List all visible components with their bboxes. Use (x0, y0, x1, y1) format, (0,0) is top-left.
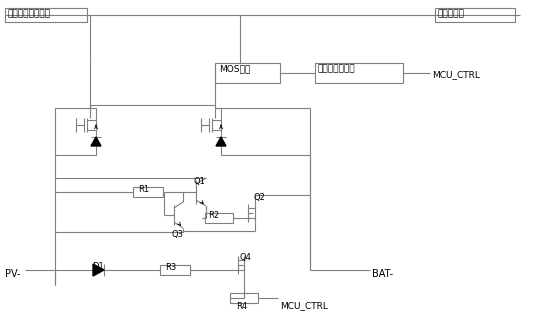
Text: MOS驱动: MOS驱动 (219, 64, 250, 73)
Text: R2: R2 (208, 211, 219, 220)
Polygon shape (91, 137, 101, 146)
Text: Q2: Q2 (253, 193, 265, 202)
Text: 太阳能电池板正极: 太阳能电池板正极 (8, 9, 51, 18)
Text: R3: R3 (165, 263, 176, 272)
Text: D1: D1 (92, 262, 104, 271)
Bar (435, 8, 515, 22)
Text: PV-: PV- (5, 269, 21, 279)
Bar (315, 63, 403, 83)
Text: Q1: Q1 (193, 177, 205, 186)
Polygon shape (93, 264, 104, 276)
Text: MCU_CTRL: MCU_CTRL (280, 301, 328, 310)
Text: 蓄电池正极: 蓄电池正极 (437, 9, 464, 18)
Text: 单片机控制单元: 单片机控制单元 (318, 64, 355, 73)
Text: R1: R1 (138, 185, 149, 194)
Text: R4: R4 (236, 302, 247, 311)
Text: MCU_CTRL: MCU_CTRL (432, 70, 480, 79)
Text: Q4: Q4 (240, 253, 252, 262)
Bar (5, 8, 87, 22)
Bar (160, 265, 190, 275)
Bar (133, 187, 163, 197)
Bar (215, 63, 280, 83)
Text: BAT-: BAT- (372, 269, 393, 279)
Bar (230, 293, 258, 303)
Text: Q3: Q3 (172, 230, 184, 239)
Polygon shape (216, 137, 226, 146)
Bar (205, 213, 233, 223)
